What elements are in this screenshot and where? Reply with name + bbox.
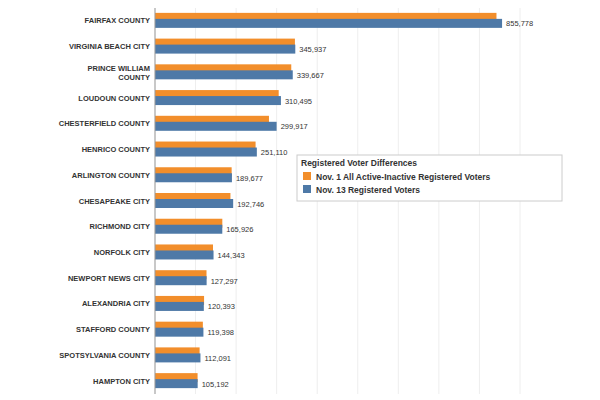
data-label: 299,917 [281, 122, 308, 131]
data-label: 112,091 [204, 354, 231, 363]
bar [155, 19, 502, 28]
bar [155, 70, 293, 79]
category-label: ARLINGTON COUNTY [72, 171, 150, 180]
data-label: 855,778 [506, 19, 533, 28]
legend-swatch [303, 172, 311, 180]
category-label: HAMPTON CITY [93, 377, 150, 386]
chart: 855,778 345,937 339,667 310,495 299,917 251,1… [0, 0, 600, 400]
bar [155, 250, 214, 259]
bar [155, 199, 233, 208]
bar [155, 379, 198, 388]
bar [155, 173, 232, 182]
data-label: 127,297 [211, 277, 238, 286]
data-label: 165,926 [226, 225, 253, 234]
data-label: 120,393 [208, 302, 235, 311]
data-label: 144,343 [218, 251, 245, 260]
data-label: 339,667 [297, 71, 324, 80]
bar [155, 328, 203, 337]
category-label: PRINCE WILLIAMCOUNTY [88, 64, 151, 82]
data-label: 251,110 [261, 148, 288, 157]
grid-line [155, 8, 156, 394]
bar [155, 122, 277, 131]
data-label: 119,398 [207, 328, 234, 337]
legend-title: Registered Voter Differences [301, 158, 417, 168]
data-label: 192,746 [237, 200, 264, 209]
legend-swatch [303, 185, 311, 193]
bar [155, 148, 257, 157]
category-label: CHESTERFIELD COUNTY [59, 119, 150, 128]
data-label: 189,677 [236, 174, 263, 183]
category-label: LOUDOUN COUNTY [78, 94, 150, 103]
category-label: NORFOLK CITY [94, 248, 150, 257]
data-label: 105,192 [202, 380, 229, 389]
category-label: HENRICO COUNTY [82, 145, 150, 154]
legend-label: Nov. 13 Registered Voters [316, 185, 420, 195]
labels: 855,778 345,937 339,667 310,495 299,917 251,1… [202, 19, 534, 388]
legend-box [297, 155, 562, 201]
category-label: CHESAPEAKE CITY [79, 197, 150, 206]
bar [155, 225, 222, 234]
data-label: 345,937 [299, 45, 326, 54]
bar [155, 302, 204, 311]
legend: Registered Voter Differences Nov. 1 All A… [297, 155, 562, 201]
category-labels: FAIRFAX COUNTY VIRGINIA BEACH CITY PRINCE … [59, 16, 150, 385]
category-label: VIRGINIA BEACH CITY [69, 42, 150, 51]
bar [155, 353, 200, 362]
legend-label: Nov. 1 All Active-Inactive Registered Vo… [316, 172, 491, 182]
bar [155, 276, 207, 285]
bar [155, 45, 295, 54]
category-label: NEWPORT NEWS CITY [68, 274, 150, 283]
category-label: STAFFORD COUNTY [76, 325, 150, 334]
category-label: ALEXANDRIA CITY [82, 299, 150, 308]
category-label: SPOTSYLVANIA COUNTY [59, 351, 150, 360]
category-label: RICHMOND CITY [90, 222, 150, 231]
data-label: 310,495 [285, 97, 312, 106]
bar [155, 96, 281, 105]
axis-line [155, 8, 156, 394]
category-label: FAIRFAX COUNTY [85, 16, 150, 25]
